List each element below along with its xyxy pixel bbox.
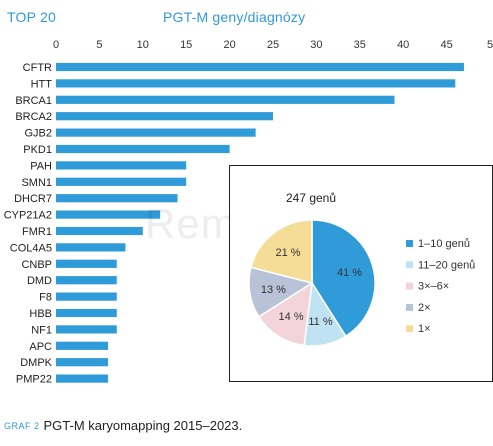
legend-swatch: [406, 240, 413, 247]
category-label: DHCR7: [14, 193, 52, 205]
category-label: DMPK: [20, 357, 52, 369]
caption-tag: GRAF 2: [4, 421, 40, 431]
category-label: CNBP: [21, 259, 52, 271]
figure-caption: GRAF 2 PGT-M karyomapping 2015–2023.: [4, 418, 242, 433]
category-label: BRCA2: [15, 111, 52, 123]
legend-swatch: [406, 303, 413, 311]
pie-slice: [250, 219, 313, 284]
bar-cyp21a2: [56, 210, 161, 219]
category-label: F8: [39, 292, 52, 304]
category-label: PKD1: [23, 144, 52, 156]
legend-swatch: [406, 325, 413, 333]
category-label: GJB2: [24, 128, 52, 140]
x-tick-label: 5: [96, 39, 102, 51]
category-label: COL4A5: [10, 242, 52, 254]
x-tick-label: 30: [310, 39, 322, 51]
x-tick-label: 5: [487, 39, 493, 51]
category-label: SMN1: [21, 177, 52, 189]
bar-f8: [56, 292, 117, 301]
chart-title: PGT-M geny/diagnózy: [163, 9, 306, 25]
legend-entry: 11–20 genů: [418, 259, 475, 271]
x-tick-label: 20: [223, 39, 235, 51]
bar-dhcr7: [56, 194, 178, 203]
x-tick-label: 25: [267, 39, 279, 51]
category-label: HBB: [29, 308, 52, 320]
category-label: FMR1: [22, 226, 52, 238]
category-label: CYP21A2: [4, 210, 52, 222]
bar-nf1: [56, 325, 117, 334]
pie-chart: 247 genů 41 % 11 % 14 % 13 % 21 % 1–10 genů 11–…: [248, 191, 475, 347]
x-tick-label: 0: [53, 39, 59, 51]
category-label: BRCA1: [15, 95, 52, 107]
legend-entry: 1×: [418, 323, 431, 335]
bar-cftr: [56, 62, 464, 72]
category-label: DMD: [27, 275, 52, 287]
pie-slice-label: 14 %: [279, 311, 304, 323]
bar-gjb2: [56, 128, 256, 137]
bar-dmd: [56, 276, 117, 285]
pie-slice-label: 13 %: [261, 284, 286, 296]
bar-cnbp: [56, 259, 117, 268]
bar-hbb: [56, 308, 117, 318]
legend-swatch: [406, 282, 413, 290]
bar-pah: [56, 161, 187, 170]
pie-slice-label: 21 %: [276, 247, 301, 259]
pie-title: 247 genů: [286, 191, 336, 205]
x-tick-label: 10: [137, 39, 149, 51]
bar-col4a5: [56, 243, 126, 252]
category-label: PMP22: [16, 374, 52, 386]
x-tick-label: 40: [397, 39, 409, 51]
pie-slice-label: 41 %: [337, 267, 362, 279]
category-label: HTT: [31, 78, 53, 90]
legend-swatch: [406, 261, 413, 269]
category-label: NF1: [31, 324, 52, 336]
caption-text: PGT-M karyomapping 2015–2023.: [43, 418, 243, 433]
legend-entry: 2×: [418, 302, 431, 314]
category-label: CFTR: [23, 62, 52, 74]
bar-brca1: [56, 95, 395, 104]
pie-inset: 247 genů 41 % 11 % 14 % 13 % 21 % 1–10 genů 11–…: [229, 165, 493, 382]
bar-brca2: [56, 112, 273, 121]
pie-slice: [257, 281, 313, 347]
top-label: TOP 20: [7, 9, 56, 25]
legend-entry: 1–10 genů: [418, 238, 470, 250]
bar-fmr1: [56, 226, 143, 236]
x-tick-label: 35: [354, 39, 366, 51]
bar-dmpk: [56, 358, 109, 367]
bar-pkd1: [56, 144, 230, 154]
x-tick-label: 15: [180, 39, 192, 51]
pie-slice-label: 11 %: [308, 316, 332, 328]
legend-entry: 3×–6×: [418, 281, 449, 293]
bar-pmp22: [56, 374, 109, 383]
x-tick-label: 45: [440, 39, 452, 51]
category-label: APC: [29, 341, 52, 353]
bar-htt: [56, 79, 456, 88]
category-label: PAH: [30, 160, 52, 172]
bar-apc: [56, 341, 109, 350]
bar-smn1: [56, 177, 187, 186]
